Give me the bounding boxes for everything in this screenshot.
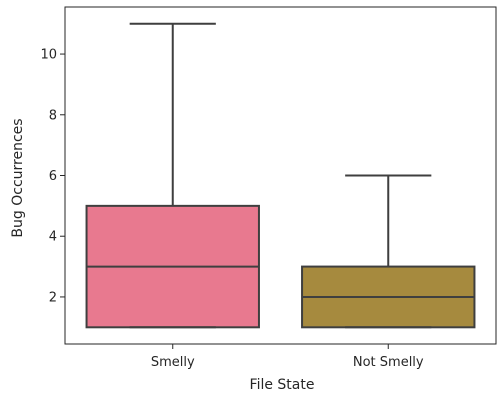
y-tick-label: 6 — [49, 169, 57, 184]
box-smelly — [85, 22, 260, 329]
y-axis-label: Bug Occurrences — [10, 118, 26, 237]
y-tick-label: 8 — [49, 108, 57, 123]
axes: 2 4 6 8 10 Smelly Not Smelly — [40, 6, 497, 370]
y-tick-label: 10 — [40, 48, 57, 63]
x-axis-label: File State — [250, 377, 315, 393]
x-tick-label: Smelly — [151, 355, 195, 370]
x-tick-label: Not Smelly — [353, 355, 424, 370]
plot-area — [85, 22, 476, 329]
y-tick-label: 4 — [49, 230, 57, 245]
y-tick-label: 2 — [49, 290, 57, 305]
box-not-smelly — [301, 174, 476, 329]
